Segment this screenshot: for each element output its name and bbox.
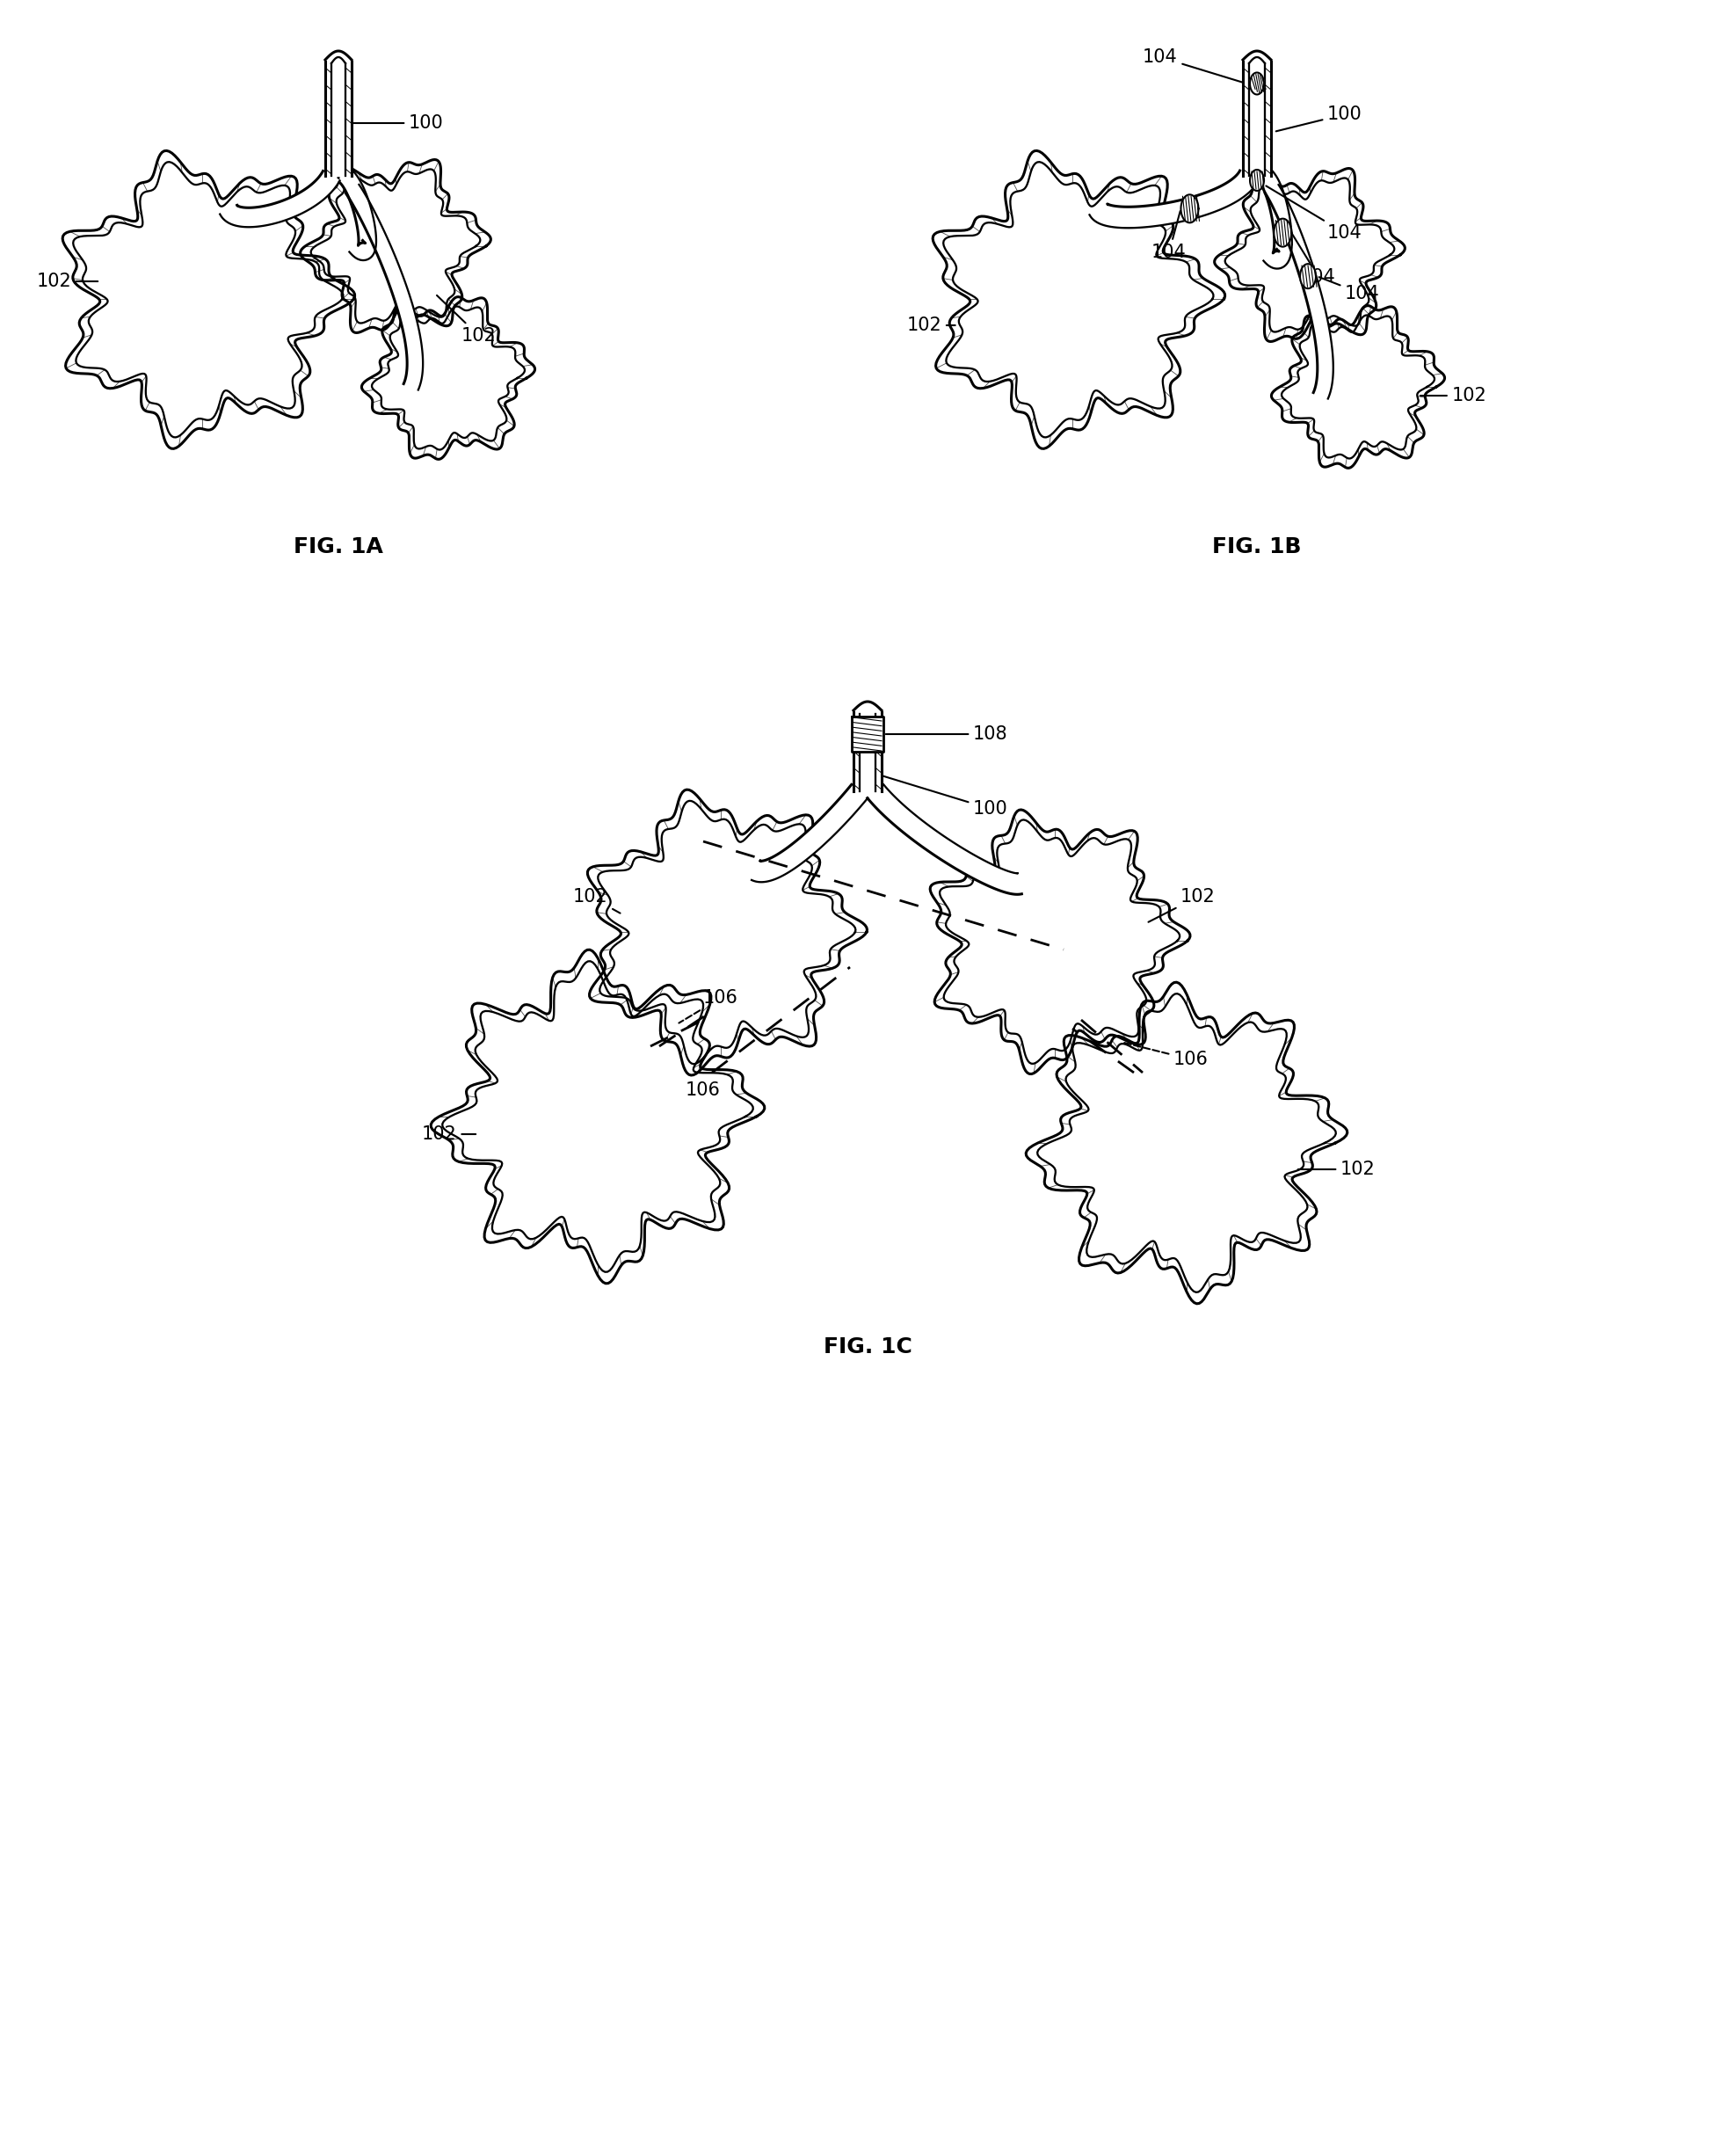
Polygon shape xyxy=(325,54,352,176)
Polygon shape xyxy=(220,172,340,228)
Polygon shape xyxy=(62,150,354,449)
Text: FIG. 1B: FIG. 1B xyxy=(1212,537,1302,558)
Polygon shape xyxy=(1090,170,1259,228)
Text: 106: 106 xyxy=(1123,1043,1208,1069)
Polygon shape xyxy=(1266,185,1333,399)
Text: 102: 102 xyxy=(36,273,97,290)
Text: 100: 100 xyxy=(1276,105,1363,131)
Polygon shape xyxy=(932,150,1226,449)
Text: 100: 100 xyxy=(349,114,444,131)
Text: 108: 108 xyxy=(885,726,1009,743)
Polygon shape xyxy=(587,790,866,1076)
Polygon shape xyxy=(1250,73,1264,94)
Polygon shape xyxy=(930,809,1191,1074)
Text: 104: 104 xyxy=(1266,187,1363,243)
Polygon shape xyxy=(300,159,491,333)
Polygon shape xyxy=(1243,54,1271,176)
Text: 104: 104 xyxy=(1285,221,1335,286)
Text: FIG. 1A: FIG. 1A xyxy=(293,537,384,558)
Text: 102: 102 xyxy=(906,316,955,335)
Polygon shape xyxy=(339,170,377,260)
Text: 104: 104 xyxy=(1142,49,1245,84)
Text: 104: 104 xyxy=(1151,210,1186,262)
Polygon shape xyxy=(854,704,882,792)
Text: 106: 106 xyxy=(686,1082,720,1099)
Polygon shape xyxy=(752,784,868,882)
Polygon shape xyxy=(852,717,884,751)
Polygon shape xyxy=(1300,264,1316,288)
Polygon shape xyxy=(1259,170,1292,268)
Text: 102: 102 xyxy=(1420,386,1486,404)
Text: FIG. 1C: FIG. 1C xyxy=(823,1335,911,1357)
Polygon shape xyxy=(1250,170,1264,191)
Text: 102: 102 xyxy=(437,296,496,346)
Polygon shape xyxy=(1271,305,1444,468)
Text: 104: 104 xyxy=(1319,277,1380,303)
Polygon shape xyxy=(431,949,764,1284)
Polygon shape xyxy=(1274,219,1292,247)
Polygon shape xyxy=(1215,167,1404,341)
Polygon shape xyxy=(345,185,424,391)
Text: 106: 106 xyxy=(679,990,738,1022)
Polygon shape xyxy=(361,296,535,459)
Text: 102: 102 xyxy=(573,889,620,912)
Polygon shape xyxy=(1180,195,1198,223)
Polygon shape xyxy=(868,784,1023,895)
Polygon shape xyxy=(1026,981,1347,1303)
Text: 102: 102 xyxy=(1149,889,1215,921)
Text: 100: 100 xyxy=(878,775,1009,818)
Text: 102: 102 xyxy=(1299,1162,1375,1179)
Text: 102: 102 xyxy=(422,1125,476,1142)
